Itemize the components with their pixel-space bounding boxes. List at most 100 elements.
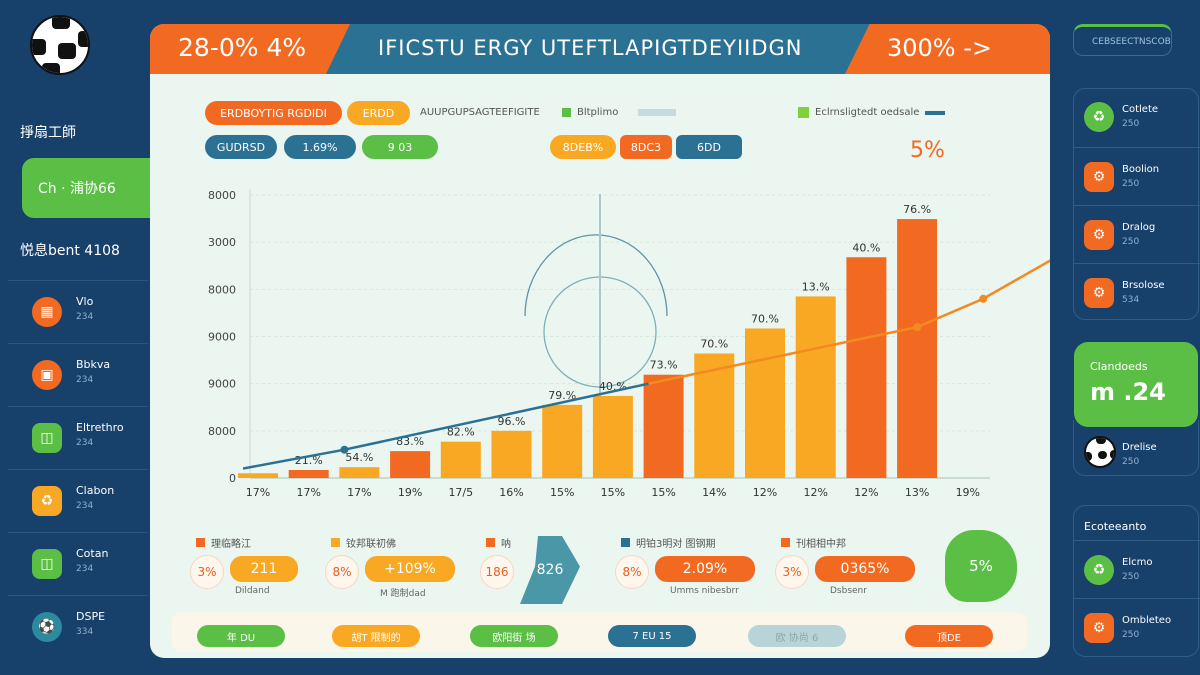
filter-pill[interactable]: ERDBOYTIG RGDIDI	[205, 101, 342, 125]
bar	[440, 441, 481, 478]
sidebar-section-title: 掙扇工師	[20, 125, 76, 141]
legend-item: Eclrnsligtedt oedsale	[798, 107, 946, 118]
y-tick-label: 8000	[208, 283, 236, 296]
item-sub: 250	[1122, 179, 1140, 189]
x-tick-label: 15%	[651, 486, 675, 499]
sidebar-item-label: Vlo	[76, 295, 94, 308]
bottom-button[interactable]: 顶DE	[905, 625, 993, 647]
y-tick-label: 8000	[208, 425, 236, 438]
sidebar-item-label: Ch · 浦协66	[38, 181, 116, 197]
legend-swatch	[781, 538, 790, 547]
filter-pill[interactable]: 9 03	[362, 135, 438, 159]
right-list-item[interactable]: ⚙ Brsolose 534	[1074, 263, 1200, 321]
legend-label: 钕邦联初佛	[346, 539, 396, 550]
sidebar-item[interactable]: ◫ Eltrethro 234	[8, 406, 148, 468]
x-tick-label: 19%	[398, 486, 422, 499]
sidebar-item[interactable]: ♻ Clabon 234	[8, 469, 148, 531]
stat-circle: 186	[480, 555, 514, 589]
board-icon: ◫	[32, 423, 62, 453]
bar-value-label: 54.%	[345, 451, 373, 464]
bar	[339, 467, 380, 478]
item-title: Boolion	[1122, 164, 1160, 175]
bar	[846, 257, 887, 478]
gear-icon: ⚙	[1084, 162, 1114, 192]
stat-pill: 0365%	[815, 556, 915, 582]
legend-label: 刊相相中邦	[796, 539, 846, 550]
sidebar-item-sub: 234	[76, 564, 94, 574]
x-tick-label: 19%	[956, 486, 980, 499]
sidebar-item-label: Bbkva	[76, 358, 111, 371]
soccer-ball-logo-icon	[30, 15, 90, 75]
legend-item: Bltplimo	[562, 107, 677, 118]
x-tick-label: 15%	[550, 486, 574, 499]
filter-pill[interactable]: 6DD	[676, 135, 742, 159]
sidebar-item-label: DSPE	[76, 610, 106, 623]
item-title: Elcmo	[1122, 557, 1153, 568]
trend-point	[913, 323, 922, 332]
bottom-button[interactable]: 欧阳街 场	[470, 625, 558, 647]
ball-item[interactable]: Drelise 250	[1073, 420, 1199, 476]
y-tick-label: 3000	[208, 236, 236, 249]
stat-legend: 钕邦联初佛	[331, 535, 396, 550]
filter-pill[interactable]: 8DEB%	[550, 135, 616, 159]
growth-badge: 5%	[910, 138, 945, 163]
y-tick-label: 0	[229, 472, 236, 485]
right-section-title: Ecoteeanto	[1084, 520, 1147, 533]
sidebar-item-sub: 234	[76, 375, 94, 385]
item-title: Ombleteo	[1122, 615, 1172, 626]
x-tick-label: 17%	[347, 486, 371, 499]
sidebar-item-active[interactable]: Ch · 浦协66	[22, 158, 150, 218]
item-title: Brsolose	[1122, 280, 1165, 291]
sidebar-item[interactable]: ▣ Bbkva 234	[8, 343, 148, 405]
right-list-item[interactable]: ♻ Cotlete 250	[1074, 88, 1200, 146]
filter-pill[interactable]: ERDD	[347, 101, 410, 125]
y-tick-label: 8000	[208, 189, 236, 202]
stat-circle: 8%	[325, 555, 359, 589]
filter-pill[interactable]: 8DC3	[620, 135, 672, 159]
gear-icon: ⚙	[1084, 278, 1114, 308]
right-list-item[interactable]: ⚙ Boolion 250	[1074, 147, 1200, 205]
x-tick-label: 17/5	[448, 486, 473, 499]
item-sub: 250	[1122, 457, 1140, 467]
sidebar-item[interactable]: ▦ Vlo 234	[8, 280, 148, 342]
legend-swatch	[621, 538, 630, 547]
filter-pill[interactable]: 1.69%	[284, 135, 356, 159]
bottom-button[interactable]: 年 DU	[197, 625, 285, 647]
right-top-button[interactable]: CEBSEECTNSCOB	[1073, 24, 1172, 56]
right-list-item[interactable]: ⚙ Dralog 250	[1074, 205, 1200, 263]
stat-circle: 3%	[190, 555, 224, 589]
filter-text: AUUPGUPSAGTEEFIGITE	[420, 107, 540, 118]
bottom-button[interactable]: 欧 协尚 6	[748, 625, 846, 647]
stat-legend: 刊相相中邦	[781, 535, 846, 550]
bar-value-label: 40.%	[852, 241, 880, 254]
right-list-item[interactable]: ♻ Elcmo 250	[1074, 540, 1200, 598]
sidebar-item[interactable]: ⚽ DSPE 334	[8, 595, 148, 657]
bar	[288, 469, 329, 478]
chip-icon: ▣	[32, 360, 62, 390]
stat-legend: 理临略江	[196, 535, 251, 550]
board-icon: ◫	[32, 549, 62, 579]
bar	[238, 473, 278, 478]
bar-value-label: 82.%	[447, 426, 475, 439]
gear-icon: ⚙	[1084, 613, 1114, 643]
stat-circle: 8%	[615, 555, 649, 589]
page-title: IFICSTU ERGY UTEFTLAPIGTDEYIIDGN	[378, 36, 803, 60]
stat-legend: 明铂3明对 图钢期	[621, 535, 716, 550]
item-title: Cotlete	[1122, 104, 1159, 115]
x-tick-label: 12%	[854, 486, 878, 499]
arc-decoration	[524, 234, 668, 317]
legend-swatch	[196, 538, 205, 547]
sidebar-item-label: Clabon	[76, 484, 115, 497]
bottom-button[interactable]: 7 EU 15	[608, 625, 696, 647]
sidebar-section-title-2: 悦息bent 4108	[20, 243, 120, 259]
sidebar-item[interactable]: ◫ Cotan 234	[8, 532, 148, 594]
bar-value-label: 70.%	[700, 337, 728, 350]
right-list-item[interactable]: ⚙ Ombleteo 250	[1074, 598, 1200, 656]
gear-icon: ⚙	[1084, 220, 1114, 250]
filter-pill[interactable]: GUDRSD	[205, 135, 277, 159]
header-right-stat[interactable]: 300% ->	[845, 24, 1050, 74]
x-tick-label: 15%	[601, 486, 625, 499]
bottom-button[interactable]: 胡T 限制的	[332, 625, 420, 647]
header-banner: 28-0% 4% IFICSTU ERGY UTEFTLAPIGTDEYIIDG…	[150, 24, 1050, 74]
